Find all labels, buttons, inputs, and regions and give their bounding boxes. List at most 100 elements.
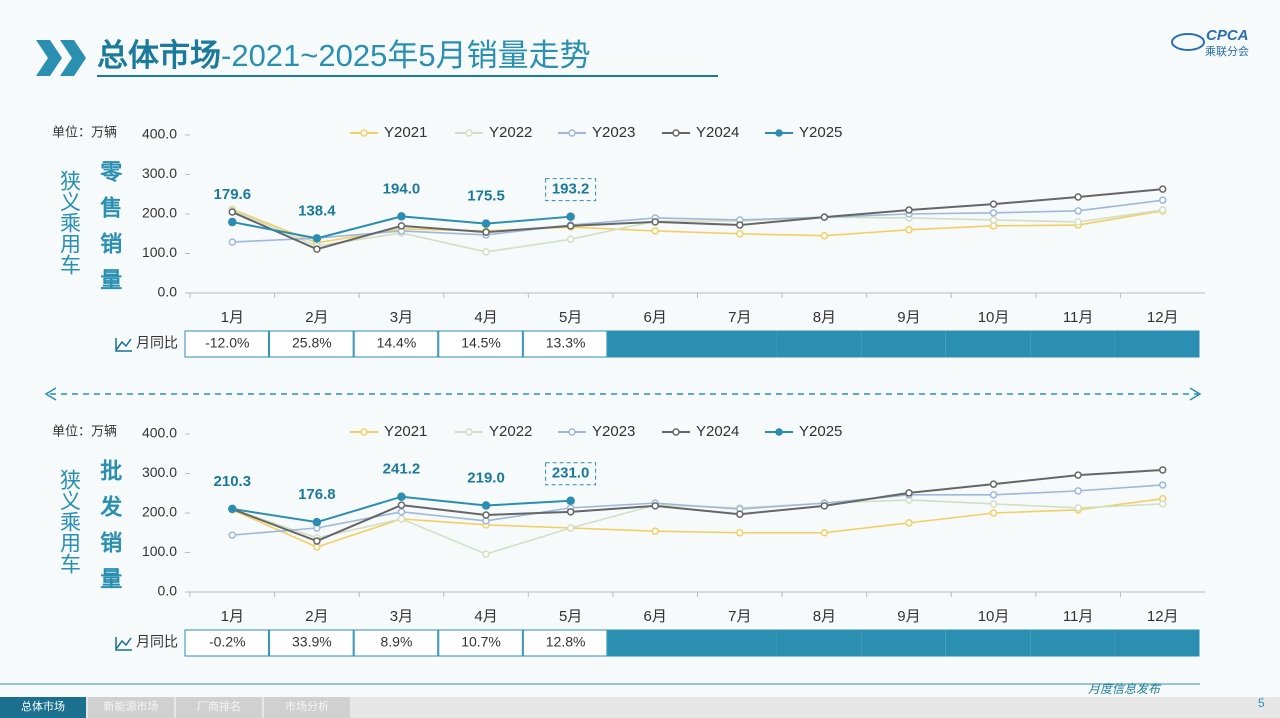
legend-marker — [465, 129, 473, 137]
series-point — [228, 531, 237, 539]
yoy-cell — [438, 330, 523, 358]
data-label: 193.2 — [552, 181, 590, 198]
series-point — [989, 216, 998, 224]
x-tick-label: 12月 — [1147, 608, 1179, 625]
series-point — [905, 206, 913, 214]
data-label: 241.2 — [383, 461, 421, 478]
title-main: 总体市场 — [97, 38, 221, 73]
series-point — [566, 496, 575, 506]
x-tick-label: 10月 — [978, 608, 1010, 625]
legend-marker — [360, 428, 368, 436]
legend-label: Y2025 — [799, 423, 842, 440]
yoy-label: 月同比 — [136, 335, 178, 351]
yoy-value: 8.9% — [380, 634, 412, 650]
series-point — [312, 234, 322, 243]
yoy-cell — [353, 629, 439, 657]
metric-label: 零售销量 — [97, 160, 123, 304]
yoy-value: 12.8% — [546, 634, 586, 650]
yoy-cell — [1114, 330, 1200, 358]
series-point — [820, 529, 829, 537]
series-point — [482, 228, 490, 236]
legend-label: Y2021 — [384, 124, 427, 141]
series-point — [228, 208, 237, 216]
y-tick-label: 300.0 — [142, 464, 177, 480]
series-point — [820, 231, 829, 240]
series-point — [228, 238, 237, 246]
legend-marker — [568, 428, 576, 436]
legend-marker — [775, 428, 783, 436]
yoy-value: 10.7% — [461, 634, 501, 650]
x-tick-label: 8月 — [813, 309, 836, 326]
yoy-cell — [438, 629, 523, 657]
data-label: 175.5 — [467, 188, 505, 205]
series-point — [397, 508, 406, 516]
yoy-cell — [776, 629, 862, 657]
series-line — [232, 484, 1163, 536]
series-point — [397, 501, 406, 509]
yoy-cell — [776, 330, 862, 358]
series-point — [1158, 466, 1167, 474]
yoy-value: 25.8% — [292, 335, 332, 351]
footer-tab-label: 厂商排名 — [197, 699, 241, 713]
series-line — [231, 497, 1163, 548]
yoy-value: 14.4% — [377, 335, 417, 351]
logo: CPCA — [1206, 27, 1249, 44]
yoy-cell — [945, 330, 1031, 358]
series-point — [1074, 218, 1082, 226]
series-point — [313, 543, 321, 551]
series-point — [397, 222, 406, 230]
series-point — [1074, 193, 1082, 201]
yoy-label: 月同比 — [136, 634, 178, 650]
series-point — [313, 537, 321, 545]
data-label: 219.0 — [467, 469, 505, 486]
series-line — [231, 188, 1163, 251]
y-tick-label: 100.0 — [142, 244, 177, 260]
legend-marker — [672, 428, 680, 436]
yoy-cell — [861, 330, 946, 358]
legend-label: Y2025 — [799, 124, 842, 141]
data-label: 194.0 — [383, 180, 421, 197]
legend-label: Y2023 — [592, 124, 635, 141]
legend-label: Y2024 — [696, 423, 739, 440]
series-point — [651, 527, 659, 535]
series-line — [231, 468, 1163, 543]
x-tick-label: 3月 — [390, 309, 413, 326]
y-tick-label: 300.0 — [142, 165, 177, 181]
footer-tab — [176, 697, 262, 718]
page-number: 5 — [1258, 696, 1265, 710]
yoy-cell — [1030, 330, 1115, 358]
title: 总体市场-2021~2025年5月销量走势 — [97, 38, 591, 73]
x-tick-label: 10月 — [978, 309, 1010, 326]
series-point — [820, 213, 829, 221]
divider-arrows — [44, 387, 1202, 401]
y-tick-label: 100.0 — [142, 543, 177, 559]
series-point — [651, 218, 659, 226]
yoy-cell — [1114, 629, 1200, 657]
yoy-value: -12.0% — [205, 335, 249, 351]
unit-label: 单位：万辆 — [52, 423, 117, 438]
series-point — [736, 510, 744, 518]
series-point — [989, 491, 998, 499]
data-label: 176.8 — [298, 486, 336, 503]
x-tick-label: 1月 — [221, 608, 244, 625]
series-point — [228, 217, 237, 227]
title-rest: -2021~2025年5月销量走势 — [221, 38, 591, 73]
data-label: 231.0 — [552, 465, 590, 482]
label-box — [545, 178, 597, 202]
series-line — [231, 208, 1163, 244]
x-tick-label: 4月 — [474, 608, 497, 625]
yoy-cell — [522, 330, 608, 358]
footer-tab-label: 市场分析 — [285, 699, 329, 713]
legend-label: Y2022 — [489, 124, 532, 141]
x-tick-label: 6月 — [644, 309, 667, 326]
x-tick-label: 3月 — [390, 608, 413, 625]
side-label: 狭义乘用车 — [57, 170, 81, 275]
series-point — [1158, 185, 1167, 193]
series-point — [397, 492, 406, 501]
series-point — [482, 248, 490, 256]
series-point — [989, 480, 998, 488]
y-tick-label: 400.0 — [142, 126, 177, 142]
series-point — [989, 509, 998, 517]
